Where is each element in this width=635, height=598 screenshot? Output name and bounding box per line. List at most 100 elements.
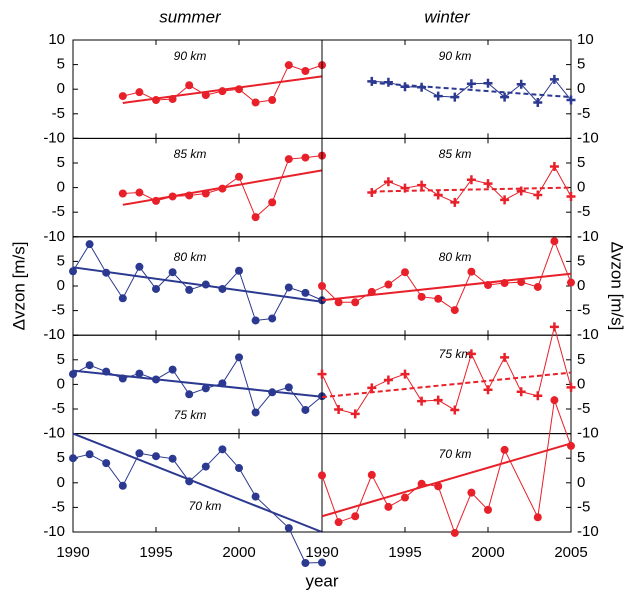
marker [69,454,77,463]
panel-label: 90 km [174,49,207,63]
y-tick-label: 5 [577,56,585,73]
y-tick-label: -5 [577,203,590,220]
marker [466,175,476,185]
marker [550,237,559,246]
marker [433,395,443,405]
marker [284,61,293,70]
marker [433,91,443,101]
marker [118,294,127,303]
marker [450,405,460,415]
y-tick-label: 5 [57,351,65,368]
marker [500,352,510,362]
y-tick-label: 5 [57,154,65,171]
marker [434,294,443,303]
marker [168,95,177,104]
y-tick-label: -10 [577,425,599,442]
y-tick-label: -10 [43,228,65,245]
panel-label: 85 km [439,147,472,161]
marker [301,153,310,162]
marker [484,281,492,290]
marker [268,96,277,105]
y-tick-label: 0 [577,375,585,392]
marker [301,558,310,567]
marker [218,379,227,388]
marker [152,284,160,293]
marker [135,188,144,197]
marker [317,369,327,379]
marker [168,454,177,463]
y-tick-label: 10 [48,31,65,48]
marker [483,179,493,189]
marker [450,197,460,207]
marker [466,349,476,359]
marker [483,78,493,88]
marker [318,558,326,567]
marker [417,479,426,488]
x-axis-label: year [305,571,338,590]
marker [301,288,310,297]
marker [185,191,194,200]
marker [350,409,360,419]
series-line [371,165,572,203]
marker [102,268,111,277]
y-tick-label: -10 [43,425,65,442]
y-tick-label: -10 [43,129,65,146]
trend-line [321,371,572,399]
marker [218,184,227,193]
y-tick-label: 0 [57,277,65,294]
marker [450,306,459,315]
marker [450,92,460,102]
marker [168,192,177,201]
marker [334,298,343,307]
y-axis-label: Δvzon [m/s] [9,242,28,331]
marker [251,492,260,501]
marker [516,186,526,196]
marker [251,316,260,325]
marker [185,390,194,399]
marker [201,189,210,198]
y-tick-label: 0 [57,474,65,491]
marker [533,391,543,401]
y-tick-label: -10 [577,523,599,540]
series-line [122,64,323,104]
y-tick-label: 5 [577,449,585,466]
x-tick-label: 2000 [471,544,504,561]
marker [533,513,542,522]
marker [235,464,243,473]
marker [384,502,393,511]
y-tick-label: 0 [57,375,65,392]
marker [367,287,376,296]
marker [301,405,310,414]
series-line [72,356,323,414]
marker [417,180,427,190]
marker [516,387,526,397]
marker [550,396,559,405]
marker [268,198,277,207]
y-tick-label: -5 [52,105,65,122]
marker [533,97,543,107]
trend-line [321,442,572,518]
marker [517,278,526,287]
y-tick-label: 5 [57,252,65,269]
marker [102,459,111,468]
x-tick-label: 2005 [554,544,587,561]
x-tick-label: 2000 [222,544,255,561]
y-tick-label: -10 [577,228,599,245]
marker [367,470,376,479]
marker [384,280,393,289]
y-tick-label: 5 [57,449,65,466]
marker [566,382,576,392]
marker [516,79,526,89]
marker [351,512,360,521]
marker [135,449,144,458]
marker [400,82,410,92]
marker [152,452,160,461]
marker [549,74,559,84]
y-tick-label: -5 [577,302,590,319]
marker [566,191,576,201]
y-tick-label: 0 [577,179,585,196]
marker [218,284,227,293]
marker [334,404,344,414]
y-tick-label: -5 [52,400,65,417]
